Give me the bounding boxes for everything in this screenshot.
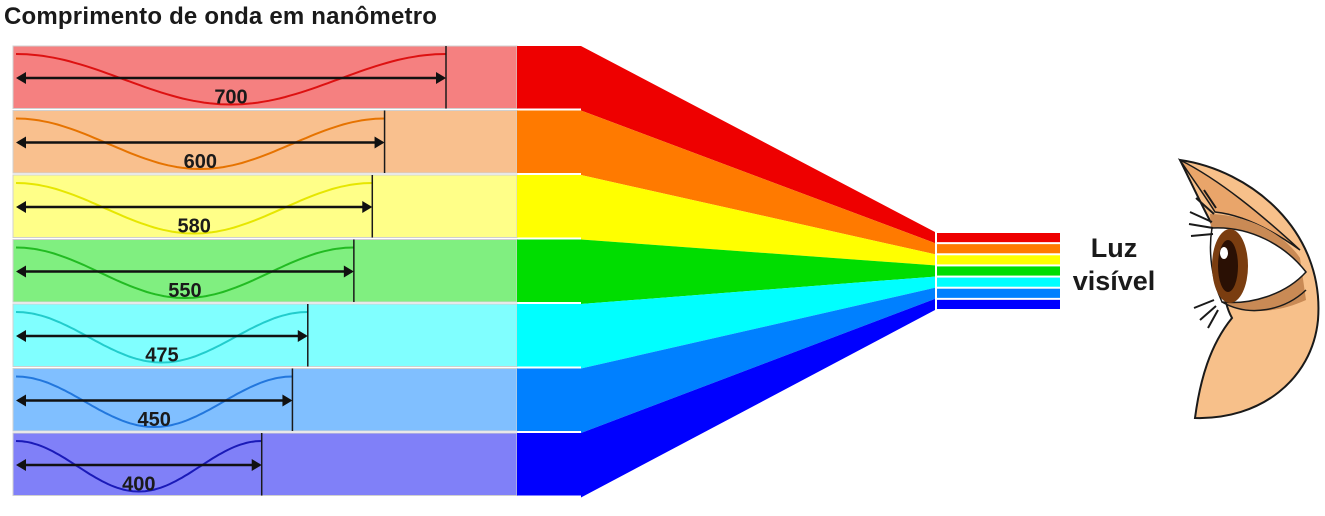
waveform — [15, 440, 262, 493]
arrow-head-left — [16, 72, 26, 84]
converging-beam — [581, 175, 935, 266]
output-stripe — [937, 244, 1060, 254]
arrow-head-right — [362, 201, 373, 213]
diagram-title: Comprimento de onda em nanômetro — [4, 3, 438, 30]
band-swatch — [517, 110, 581, 173]
arrow-head-left — [16, 136, 26, 149]
wavelength-label: 475 — [145, 345, 178, 367]
band-700: 700 — [12, 45, 1060, 244]
arrow-head-right — [436, 72, 446, 84]
arrow-head-right — [282, 394, 293, 407]
arrow-head-left — [16, 265, 26, 278]
visible-light-label: Luz visível — [1064, 232, 1164, 298]
band-550: 550 — [12, 239, 1060, 304]
band-swatch — [517, 304, 581, 367]
wavelength-label: 580 — [177, 216, 210, 238]
wavelength-bands: 700 600 580 550 475 450 400 — [12, 45, 1060, 498]
arrow-head-right — [251, 459, 262, 471]
converging-beam — [581, 239, 935, 304]
output-stripe — [937, 255, 1060, 265]
arrow-head-left — [16, 201, 26, 213]
wavelength-label: 450 — [138, 409, 171, 431]
band-swatch — [517, 239, 581, 302]
band-400: 400 — [12, 298, 1060, 498]
wavelength-label: 700 — [214, 87, 247, 109]
arrow-head-right — [297, 330, 308, 342]
waveform — [15, 117, 385, 171]
band-swatch — [517, 175, 581, 238]
waveform — [15, 53, 447, 106]
arrow-head-left — [16, 330, 26, 342]
wavelength-label: 400 — [122, 474, 155, 496]
converging-beam — [581, 46, 935, 244]
converging-beam — [581, 276, 935, 369]
wavelength-label: 550 — [168, 280, 201, 302]
output-stripe — [937, 233, 1060, 243]
converging-beam — [581, 110, 935, 255]
band-swatch — [517, 46, 581, 109]
output-stripe — [937, 299, 1060, 309]
visible-light-label-line1: Luz — [1090, 233, 1138, 263]
visible-light-label-line2: visível — [1072, 266, 1156, 296]
eye-icon — [1177, 158, 1320, 420]
arrow-head-left — [16, 394, 26, 407]
arrow-head-left — [16, 459, 26, 471]
band-600: 600 — [12, 110, 1060, 255]
band-swatch — [517, 368, 581, 431]
waveform — [15, 311, 308, 364]
waveform — [15, 246, 354, 300]
band-swatch — [517, 433, 581, 496]
band-475: 475 — [12, 276, 1060, 369]
converging-beam — [581, 298, 935, 498]
waveform — [15, 182, 373, 235]
waveform — [15, 375, 293, 429]
converging-beam — [581, 287, 935, 433]
output-stripe — [937, 288, 1060, 298]
arrow-head-right — [374, 136, 385, 149]
band-450: 450 — [12, 287, 1060, 433]
output-stripe — [937, 266, 1060, 276]
arrow-head-right — [343, 265, 354, 278]
band-580: 580 — [12, 174, 1060, 266]
wavelength-label: 600 — [184, 151, 217, 173]
output-stripe — [937, 277, 1060, 287]
